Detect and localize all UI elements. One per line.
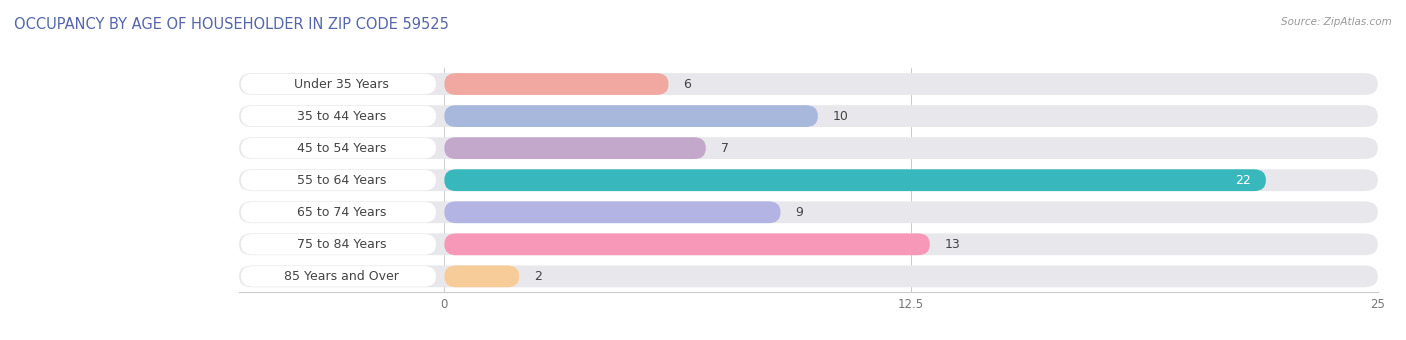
Text: 10: 10 [832,109,849,123]
FancyBboxPatch shape [239,169,1378,191]
FancyBboxPatch shape [240,234,436,255]
Text: 65 to 74 Years: 65 to 74 Years [297,206,387,219]
Text: Source: ZipAtlas.com: Source: ZipAtlas.com [1281,17,1392,27]
Text: 13: 13 [945,238,960,251]
FancyBboxPatch shape [444,201,780,223]
FancyBboxPatch shape [240,266,436,287]
FancyBboxPatch shape [239,137,1378,159]
Text: 45 to 54 Years: 45 to 54 Years [297,142,387,155]
Text: 7: 7 [721,142,728,155]
FancyBboxPatch shape [239,234,1378,255]
FancyBboxPatch shape [239,105,1378,127]
Text: OCCUPANCY BY AGE OF HOUSEHOLDER IN ZIP CODE 59525: OCCUPANCY BY AGE OF HOUSEHOLDER IN ZIP C… [14,17,449,32]
FancyBboxPatch shape [240,202,436,222]
FancyBboxPatch shape [239,201,1378,223]
FancyBboxPatch shape [240,170,436,190]
Text: Under 35 Years: Under 35 Years [294,78,389,90]
Text: 85 Years and Over: 85 Years and Over [284,270,399,283]
FancyBboxPatch shape [444,169,1265,191]
Text: 2: 2 [534,270,541,283]
Text: 35 to 44 Years: 35 to 44 Years [297,109,387,123]
Text: 75 to 84 Years: 75 to 84 Years [297,238,387,251]
FancyBboxPatch shape [239,73,1378,95]
FancyBboxPatch shape [444,105,818,127]
Text: 9: 9 [796,206,803,219]
FancyBboxPatch shape [239,266,1378,287]
FancyBboxPatch shape [240,74,436,94]
Text: 22: 22 [1236,174,1251,187]
FancyBboxPatch shape [444,234,929,255]
FancyBboxPatch shape [240,138,436,158]
FancyBboxPatch shape [444,137,706,159]
Text: 6: 6 [683,78,692,90]
FancyBboxPatch shape [444,73,668,95]
FancyBboxPatch shape [444,266,519,287]
Text: 55 to 64 Years: 55 to 64 Years [297,174,387,187]
FancyBboxPatch shape [240,106,436,126]
